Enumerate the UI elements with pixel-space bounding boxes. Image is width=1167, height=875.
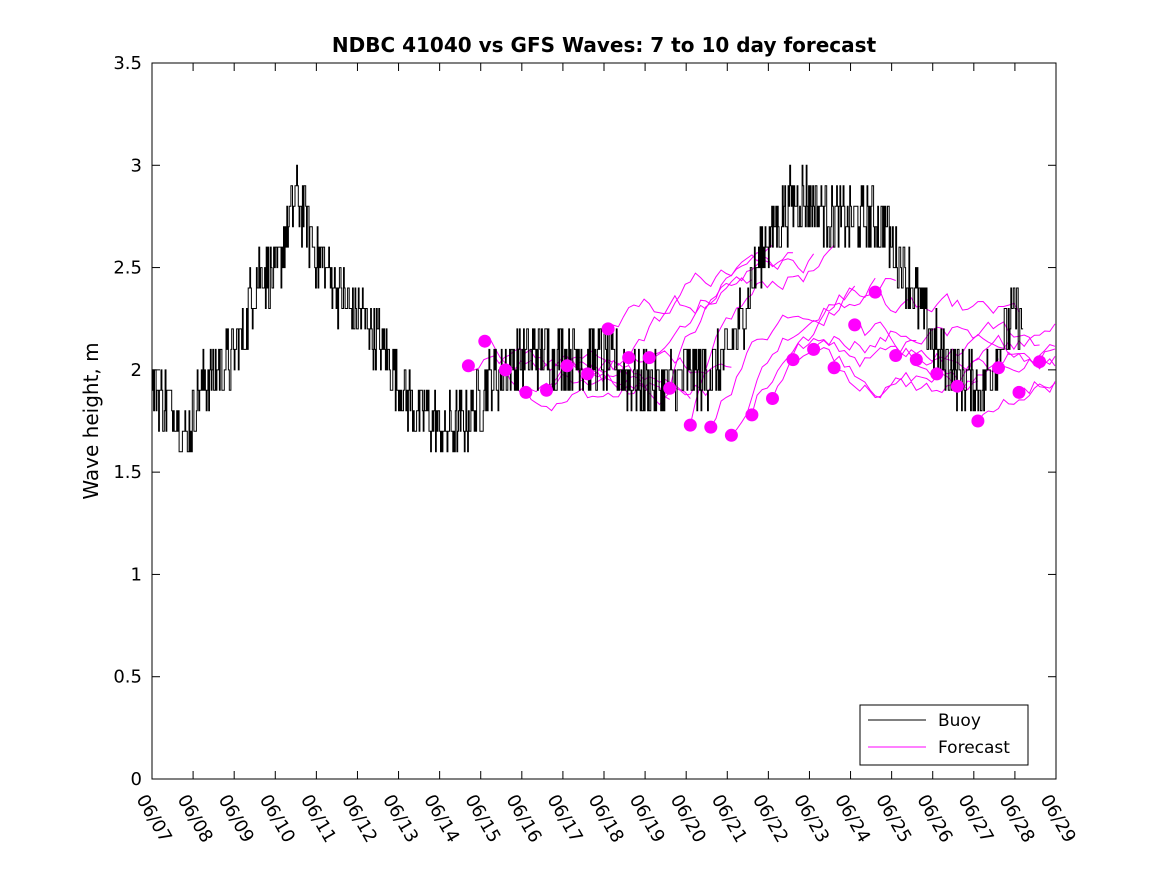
- forecast-marker: [560, 359, 574, 373]
- forecast-marker: [971, 414, 985, 428]
- legend-label-buoy: Buoy: [938, 711, 981, 731]
- y-tick-label: 1.5: [113, 462, 142, 483]
- forecast-line: [1018, 380, 1056, 395]
- forecast-marker: [642, 351, 656, 365]
- forecast-marker: [683, 418, 697, 432]
- forecast-marker: [786, 353, 800, 367]
- forecast-marker: [622, 351, 636, 365]
- forecast-line: [875, 291, 1020, 315]
- forecast-marker: [519, 385, 533, 399]
- forecast-marker: [745, 408, 759, 422]
- forecast-marker: [540, 383, 553, 397]
- forecast-marker: [766, 392, 779, 405]
- y-tick-label: 3.5: [113, 53, 142, 74]
- y-tick-label: 2.5: [113, 258, 142, 279]
- forecast-line: [895, 321, 1040, 356]
- forecast-marker: [807, 342, 821, 356]
- forecast-marker: [868, 285, 882, 299]
- forecast-line: [731, 277, 876, 436]
- forecast-line: [628, 244, 773, 358]
- forecast-marker: [601, 322, 615, 336]
- forecast-line: [977, 382, 1056, 422]
- forecast-marker: [1012, 385, 1026, 399]
- y-tick-label: 2: [131, 360, 142, 381]
- forecast-marker: [461, 359, 475, 373]
- legend: Buoy Forecast: [859, 704, 1029, 766]
- y-tick-label: 1: [131, 564, 142, 585]
- forecast-line: [916, 323, 1056, 366]
- forecast-marker: [889, 349, 903, 362]
- y-axis-label: Wave height, m: [79, 342, 103, 499]
- forecast-line: [710, 285, 856, 428]
- forecast-marker: [827, 361, 841, 375]
- forecast-line: [998, 348, 1056, 373]
- forecast-marker: [663, 381, 677, 395]
- forecast-marker: [724, 428, 738, 442]
- forecast-marker: [992, 361, 1005, 375]
- forecast-marker: [930, 367, 944, 381]
- forecast-marker: [581, 367, 595, 381]
- y-tick-label: 3: [131, 155, 142, 176]
- forecast-marker: [478, 334, 492, 348]
- forecast-marker: [909, 353, 923, 367]
- forecast-line: [587, 350, 732, 375]
- forecast-marker: [950, 379, 964, 393]
- chart-title: NDBC 41040 vs GFS Waves: 7 to 10 day for…: [332, 33, 877, 57]
- forecast-line: [669, 251, 815, 389]
- y-tick-label: 0: [131, 769, 142, 790]
- forecast-line: [607, 277, 753, 330]
- legend-label-forecast: Forecast: [938, 738, 1010, 758]
- forecast-marker: [498, 363, 512, 377]
- legend-box: [859, 704, 1029, 766]
- forecast-line: [772, 330, 917, 399]
- forecast-marker: [1033, 355, 1047, 369]
- y-tick-label: 0.5: [113, 667, 142, 688]
- forecast-marker: [848, 318, 862, 332]
- forecast-marker: [704, 420, 718, 434]
- forecast-line: [813, 347, 958, 399]
- forecast-markers: [461, 285, 1047, 442]
